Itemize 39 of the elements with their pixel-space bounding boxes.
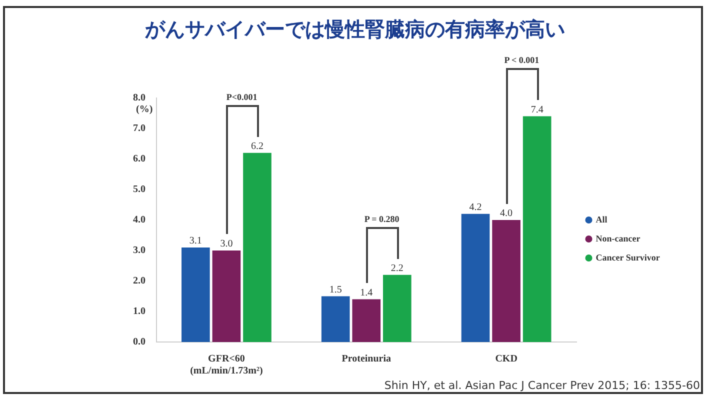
bar bbox=[492, 220, 520, 342]
text: P < 0.001 bbox=[504, 55, 540, 66]
x-tick-label: Proteinuria bbox=[342, 354, 392, 365]
y-tick-label: 1.0 bbox=[133, 306, 146, 318]
bar bbox=[383, 274, 412, 342]
annotation: P = 0.280 bbox=[364, 214, 400, 224]
bar bbox=[352, 299, 381, 342]
bar bbox=[522, 116, 552, 342]
data-label: 3.1 bbox=[189, 235, 202, 246]
y-tick-label: 6.0 bbox=[133, 154, 146, 165]
legend-label: All bbox=[596, 214, 608, 224]
chart-title: がんサバイバーでは慢性腎臓病の有病率が高い bbox=[144, 16, 566, 43]
data-label: 4.0 bbox=[500, 208, 513, 219]
bar bbox=[321, 296, 350, 342]
bar bbox=[182, 247, 210, 342]
data-label: 6.2 bbox=[250, 140, 264, 152]
legend-label: Cancer Survivor bbox=[596, 252, 660, 262]
data-label: 2.2 bbox=[390, 262, 404, 274]
bar bbox=[243, 152, 272, 342]
x-tick-label: GFR<60 (mL/min/1.73m²) bbox=[190, 354, 263, 377]
y-tick-label: 7.0 bbox=[133, 123, 146, 134]
y-tick-label: 3.0 bbox=[133, 245, 146, 256]
bar bbox=[212, 250, 241, 342]
y-tick-label: 4.0 bbox=[133, 214, 146, 226]
y-tick-label: 5.0 bbox=[133, 184, 146, 196]
data-label: 4.2 bbox=[469, 202, 482, 213]
text: Shin HY, et al. Asian Pac J Cancer Prev 2015; 16: 1355-60 bbox=[384, 379, 700, 392]
y-tick-label: 0.0 bbox=[133, 336, 146, 348]
data-label: 1.4 bbox=[360, 287, 373, 298]
x-tick-label: CKD bbox=[495, 354, 518, 365]
data-label: 3.0 bbox=[220, 238, 233, 250]
data-label: 7.4 bbox=[530, 104, 544, 116]
y-tick-label: 2.0 bbox=[133, 276, 146, 287]
legend-label: Non-cancer bbox=[596, 233, 640, 244]
y-axis-title: (%) bbox=[136, 104, 153, 115]
bar bbox=[461, 214, 490, 342]
annotation: P<0.001 bbox=[226, 92, 258, 102]
data-label: 1.5 bbox=[329, 284, 342, 296]
y-tick-label: 8.0 bbox=[133, 92, 146, 104]
